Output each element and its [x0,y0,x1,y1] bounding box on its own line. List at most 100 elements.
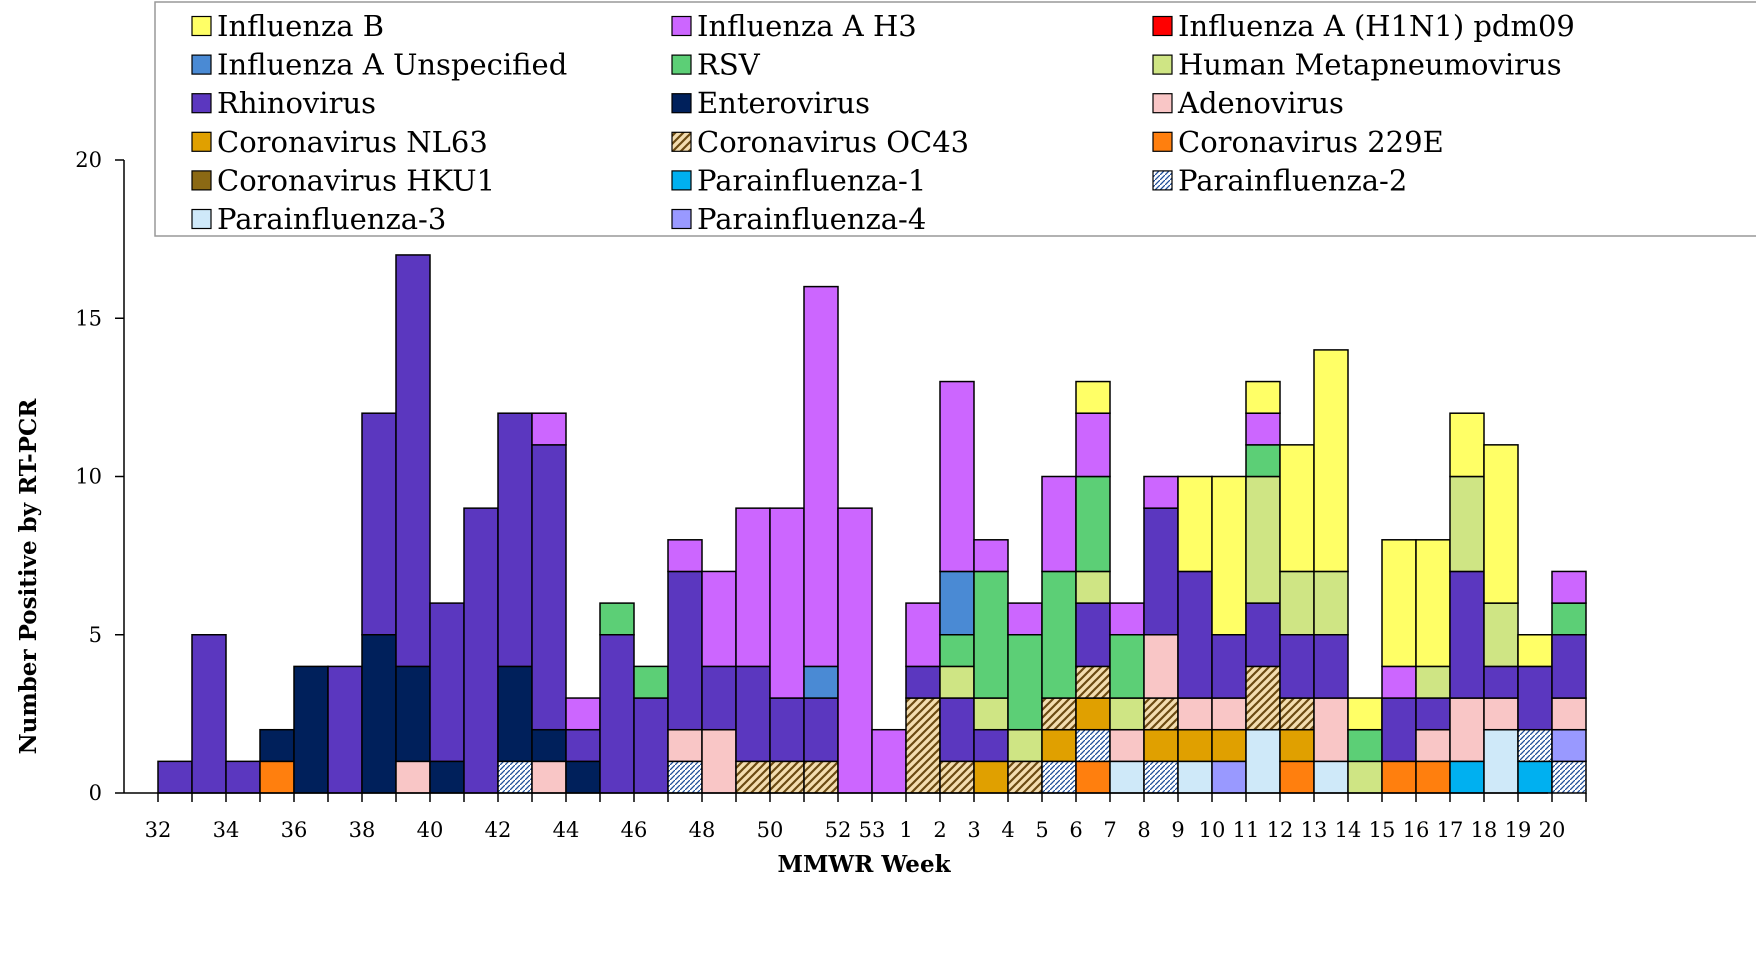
legend-item-enterovirus: Enterovirus [671,86,870,120]
legend-item-human-metapneumovirus: Human Metapneumovirus [1152,48,1562,82]
bar-enterovirus-week-43 [531,728,567,763]
bar-adenovirus-week-43 [531,760,567,794]
bar-influenza-b-week-16 [1415,539,1451,668]
x-tick-label: 1 [899,818,912,842]
legend: Influenza B Influenza A H3 Influenza A (H1… [154,1,1756,237]
bar-parainfluenza-3-week-13 [1313,760,1349,794]
bar-parainfluenza-2-week-19 [1517,728,1553,763]
bar-adenovirus-week-20 [1551,697,1587,731]
bar-coronavirus-nl63-week-5 [1041,728,1077,763]
bar-coronavirus-nl63-week-10 [1211,728,1247,763]
bar-rhinovirus-week-8 [1143,507,1179,636]
bar-rhinovirus-week-37 [327,665,363,794]
bar-human-metapneumovirus-week-17 [1449,475,1485,573]
legend-swatch [191,170,212,191]
legend-label: Human Metapneumovirus [1178,48,1562,82]
bar-influenza-a-h3-week-11 [1245,412,1281,446]
bar-influenza-a-h3-week-48 [701,570,737,668]
y-tick-label: 5 [89,623,102,647]
bar-rhinovirus-week-10 [1211,634,1247,699]
bar-coronavirus-oc43-week-5 [1041,697,1077,731]
bar-human-metapneumovirus-week-6 [1075,570,1111,604]
bar-adenovirus-week-8 [1143,634,1179,699]
bar-rhinovirus-week-38 [361,412,397,636]
x-tick-label: 44 [553,818,580,842]
bar-adenovirus-week-7 [1109,728,1145,763]
bar-human-metapneumovirus-week-3 [973,697,1009,731]
bar-influenza-b-week-19 [1517,634,1553,668]
bar-influenza-b-week-18 [1483,444,1519,604]
legend-label: Parainfluenza-3 [217,202,446,236]
legend-swatch [191,15,212,37]
legend-item-parainfluenza-1: Parainfluenza-1 [671,163,926,197]
bar-human-metapneumovirus-week-2 [939,665,975,699]
y-tick-label: 0 [89,781,102,805]
bar-influenza-b-week-11 [1245,380,1281,414]
x-tick-label: 46 [621,818,648,842]
x-tick-label: 4 [1001,818,1014,842]
bar-parainfluenza-1-week-17 [1449,760,1485,794]
legend-item-coronavirus-nl63: Coronavirus NL63 [191,125,488,159]
bar-influenza-b-week-9 [1177,475,1213,573]
legend-box [154,1,1756,237]
x-tick-label: 32 [145,818,172,842]
x-tick-label: 11 [1233,818,1260,842]
legend-swatch [191,131,212,152]
legend-item-influenza-a-h3: Influenza A H3 [671,9,917,43]
legend-item-rhinovirus: Rhinovirus [191,86,376,120]
bar-adenovirus-week-18 [1483,697,1519,731]
bar-enterovirus-week-44 [565,760,601,794]
x-tick-label: 38 [349,818,376,842]
x-tick-label: 42 [485,818,512,842]
legend-item-parainfluenza-2: Parainfluenza-2 [1152,163,1407,197]
bar-influenza-a-h3-week-3 [973,539,1009,573]
bar-influenza-a-h3-week-44 [565,697,601,731]
bar-human-metapneumovirus-week-14 [1347,760,1383,794]
bar-enterovirus-week-35 [259,728,295,763]
legend-label: Influenza A (H1N1) pdm09 [1178,9,1575,43]
bars-layer [157,254,1587,794]
x-tick-label: 9 [1171,818,1184,842]
x-tick-label: 17 [1437,818,1464,842]
bar-coronavirus-229e-week-6 [1075,760,1111,794]
legend-item-rsv: RSV [671,48,761,82]
bar-coronavirus-229e-week-35 [259,760,295,794]
bar-rhinovirus-week-13 [1313,634,1349,699]
x-ticks: 32 34 36 38 40 42 44 46 48 50 52 53 1 2 3 4 5 6 7 8 9 10 11 12 1… [145,793,1587,842]
x-tick-label: 5 [1035,818,1048,842]
bar-rhinovirus-week-12 [1279,634,1315,699]
bar-rhinovirus-week-1 [905,665,941,699]
bar-coronavirus-oc43-week-8 [1143,697,1179,731]
bar-adenovirus-week-16 [1415,728,1451,763]
bar-rhinovirus-week-20 [1551,634,1587,699]
bar-parainfluenza-1-week-19 [1517,760,1553,794]
bar-influenza-b-week-14 [1347,697,1383,731]
legend-label: Influenza B [217,9,384,43]
legend-label: Rhinovirus [217,86,376,120]
bar-rhinovirus-week-34 [225,760,261,794]
bar-coronavirus-nl63-week-3 [973,760,1009,794]
x-tick-label: 6 [1069,818,1082,842]
bar-coronavirus-nl63-week-9 [1177,728,1213,763]
bar-rhinovirus-week-17 [1449,570,1485,699]
bar-rhinovirus-week-19 [1517,665,1553,731]
bar-influenza-a-h3-week-52 [837,507,873,794]
legend-item-influenza-a-h1n1-pdm09: Influenza A (H1N1) pdm09 [1152,9,1575,43]
legend-swatch [1152,15,1173,37]
bar-parainfluenza-4-week-10 [1211,760,1247,794]
bar-influenza-b-week-6 [1075,380,1111,414]
x-tick-label: 18 [1471,818,1498,842]
bar-rhinovirus-week-2 [939,697,975,763]
x-axis-title: MMWR Week [777,851,951,878]
legend-item-influenza-a-unspecified: Influenza A Unspecified [191,48,567,82]
bar-influenza-a-h3-week-1 [905,602,941,668]
legend-label: Influenza A H3 [697,9,917,43]
legend-swatch [671,208,692,230]
bar-coronavirus-229e-week-12 [1279,760,1315,794]
bar-rsv-week-6 [1075,475,1111,573]
bar-rhinovirus-week-18 [1483,665,1519,699]
legend-label: Coronavirus NL63 [217,125,488,159]
x-tick-label: 20 [1539,818,1566,842]
bar-adenovirus-week-48 [701,728,737,794]
